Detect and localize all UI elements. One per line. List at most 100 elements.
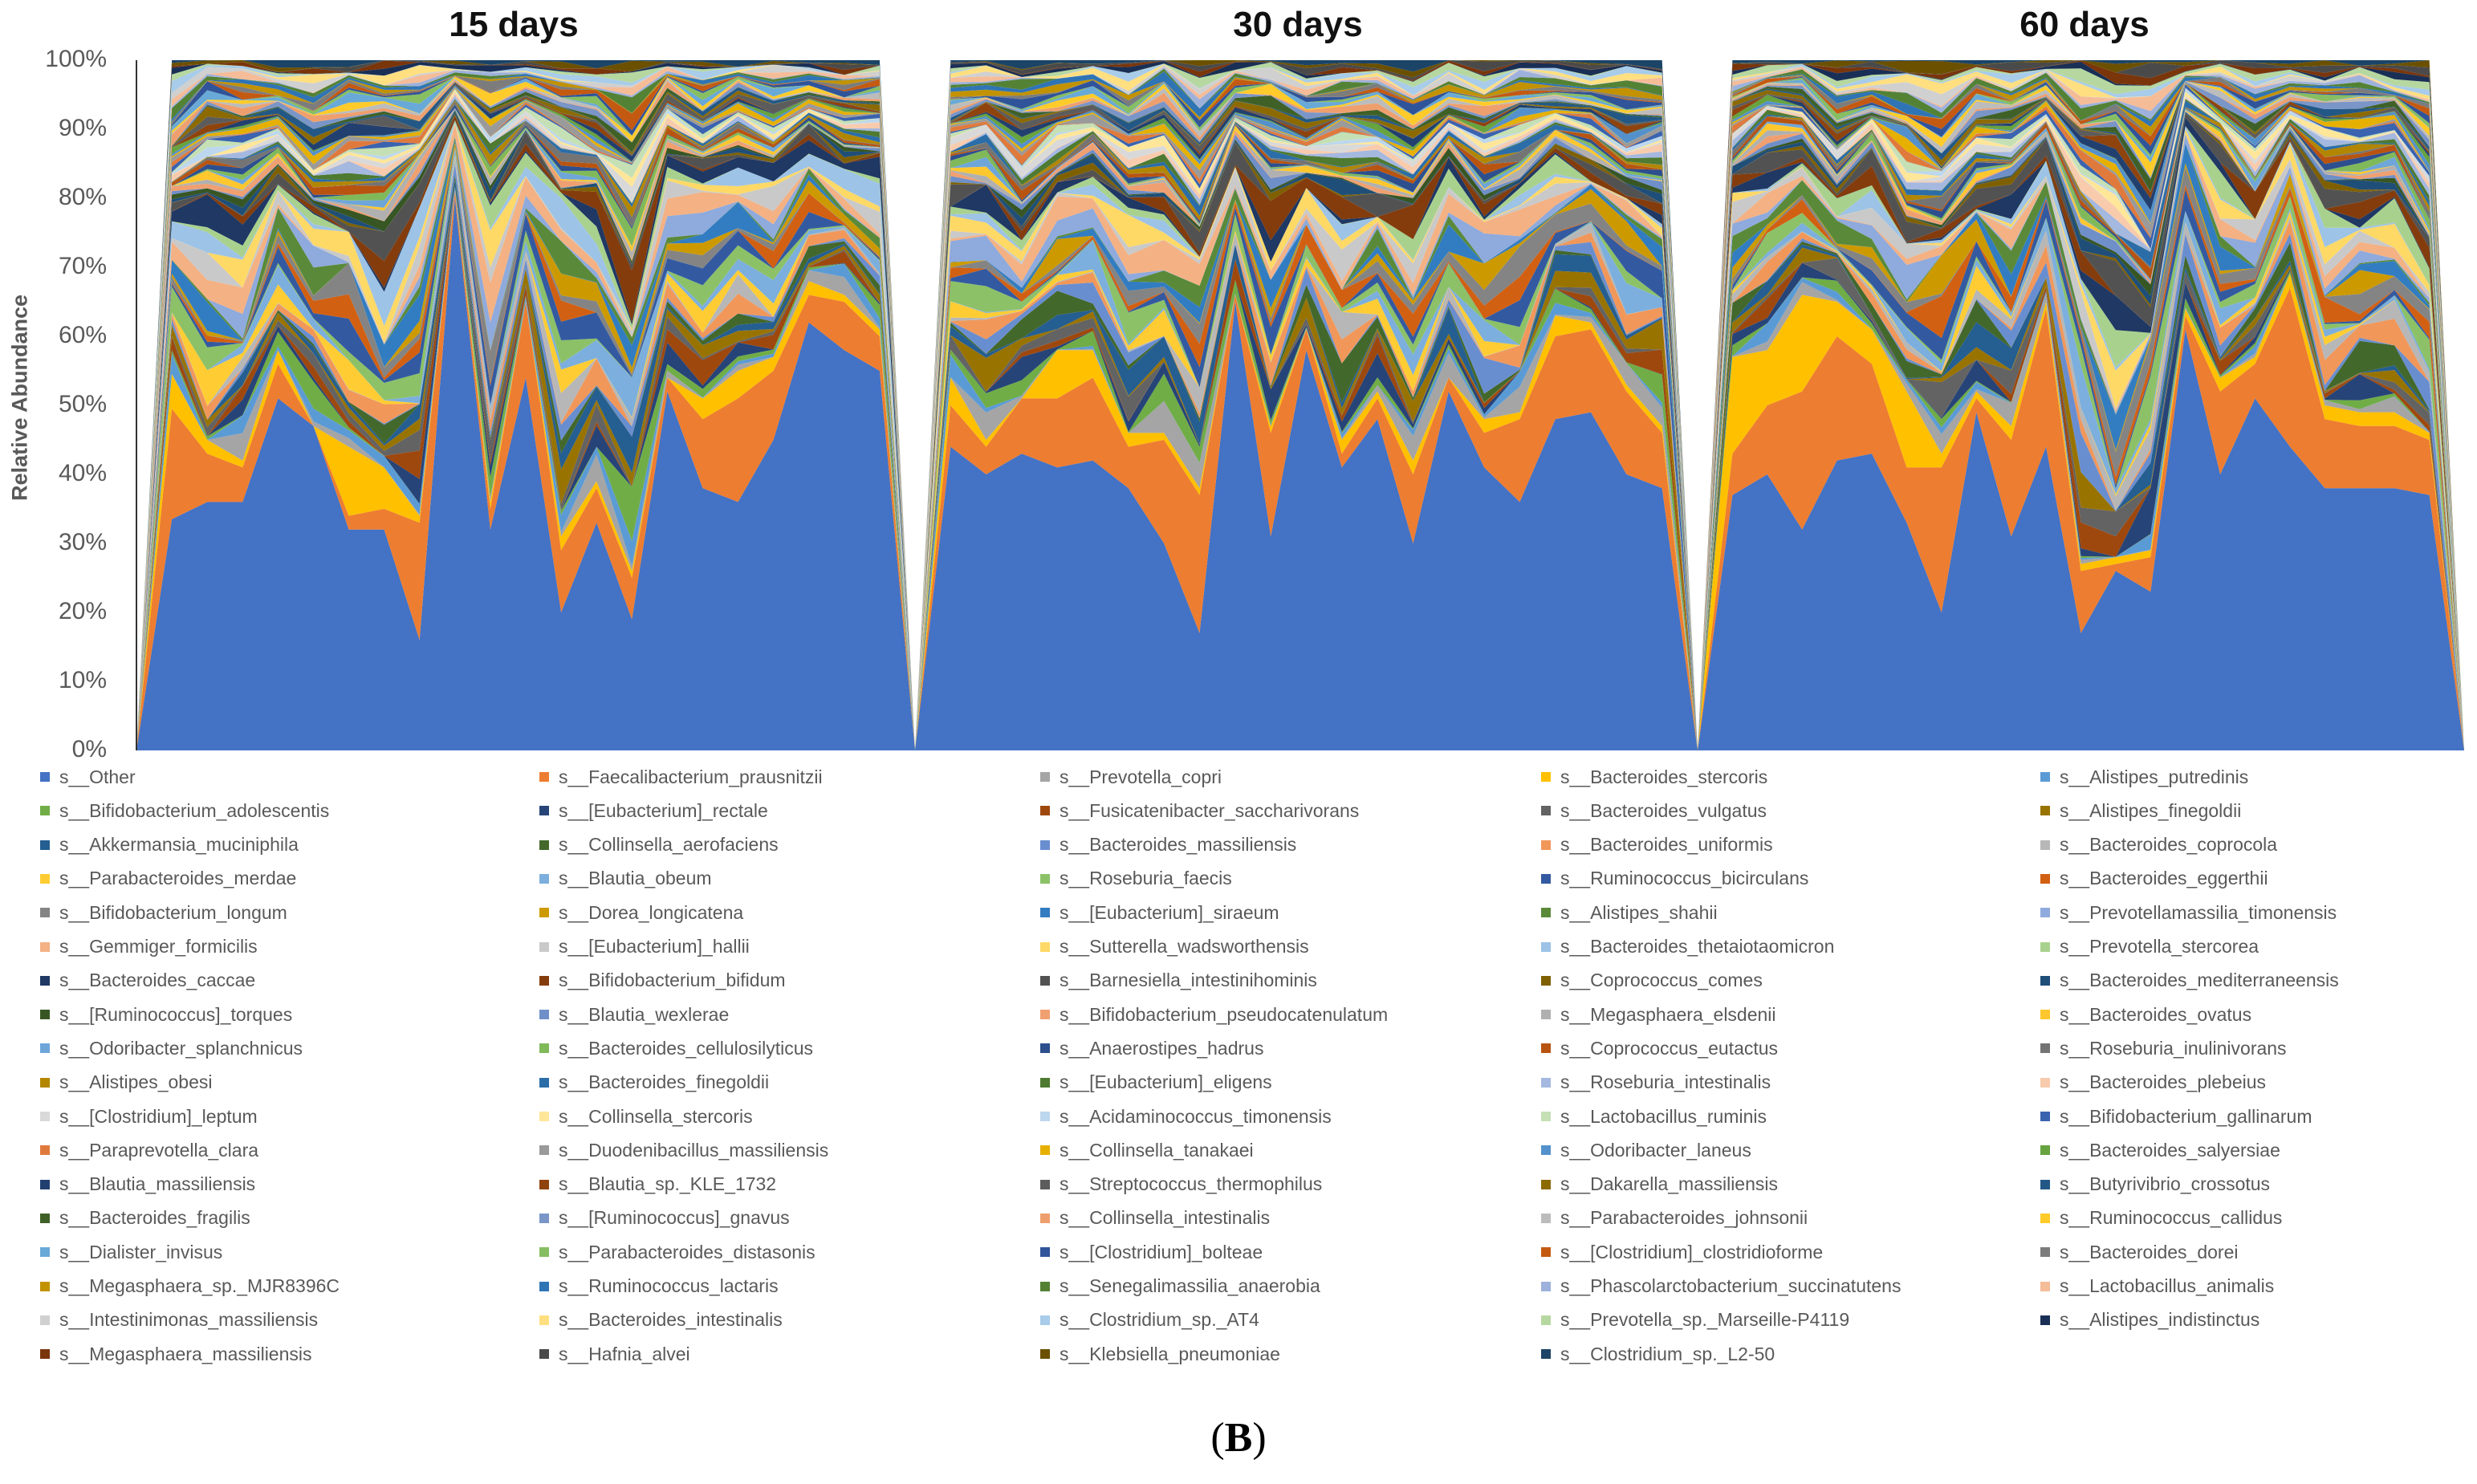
area-s-anaerostipes-hadrus-15-days [136,104,915,750]
legend-item: s__Fusicatenibacter_saccharivorans [1040,795,1359,827]
legend-item: s__Collinsella_stercoris [539,1100,753,1132]
panel-title-60-days: 60 days [2019,5,2150,44]
legend-label: s__Odoribacter_laneus [1560,1139,1751,1161]
legend-label: s__Prevotellamassilia_timonensis [2060,901,2337,923]
legend-swatch [539,772,549,782]
legend-swatch [1541,840,1551,850]
legend-swatch [2040,1112,2050,1121]
legend-item: s__Bacteroides_mediterraneensis [2040,965,2339,997]
legend-swatch [1541,1349,1551,1360]
legend-swatch [2040,908,2050,918]
area-s-bifidobacterium-longum-15-days [136,146,915,750]
legend-item: s__Bacteroides_uniformis [1541,829,1773,861]
y-tick-label: 10% [58,667,107,693]
legend-label: s__Alistipes_finegoldii [2060,799,2242,821]
legend-label: s__Duodenibacillus_massiliensis [559,1139,829,1161]
legend-item: s__[Clostridium]_leptum [40,1100,258,1132]
legend-label: s__Collinsella_intestinalis [1060,1207,1271,1229]
legend-swatch [539,1077,549,1088]
legend-item: s__Roseburia_faecis [1040,863,1232,895]
legend-item: s__Bacteroides_finegoldii [539,1067,769,1099]
legend-label: s__Alistipes_indistinctus [2060,1309,2260,1331]
legend-swatch [1541,873,1551,884]
legend-item: s__[Clostridium]_clostridioforme [1541,1236,1823,1268]
y-tick-label: 0% [71,736,107,762]
legend-item: s__Parabacteroides_merdae [40,863,296,895]
legend-label: s__Fusicatenibacter_saccharivorans [1060,799,1360,821]
legend-item: s__[Eubacterium]_rectale [539,795,768,827]
legend-label: s__Coprococcus_eutactus [1560,1037,1779,1059]
legend-item: s__Bacteroides_cellulosilyticus [539,1032,813,1064]
legend-label: s__Bifidobacterium_pseudocatenulatum [1060,1003,1389,1025]
area-s-faecalibacterium-prausnitzii-60-days [1698,287,2464,750]
legend-swatch [1040,975,1050,986]
legend-label: s__Other [59,766,136,787]
legend-label: s__Intestinimonas_massiliensis [59,1309,319,1331]
legend-swatch [1040,772,1050,782]
legend-item: s__Clostridium_sp._L2-50 [1541,1338,1775,1370]
area-s-sutterella-wadsworthensis-15-days [136,123,915,750]
legend-swatch [40,1349,50,1360]
legend-swatch [1040,1213,1050,1223]
legend-label: s__Senegalimassilia_anaerobia [1060,1275,1320,1296]
legend-label: s__[Ruminococcus]_gnavus [559,1207,790,1229]
legend-item: s__Bacteroides_plebeius [2040,1067,2266,1099]
legend-swatch [1541,1010,1551,1020]
legend-label: s__Butyrivibrio_crossotus [2060,1173,2271,1195]
legend-item: s__Blautia_wexlerae [539,998,729,1031]
legend-swatch [1040,1043,1050,1054]
legend-item: s__Bacteroides_caccae [40,965,255,997]
legend-swatch [1040,1315,1050,1325]
legend-item: s__Paraprevotella_clara [40,1134,258,1166]
legend-label: s__Bacteroides_salyersiae [2060,1139,2280,1161]
legend-item: s__Bacteroides_dorei [2040,1236,2238,1268]
legend-swatch [2040,975,2050,986]
legend-item: s__Anaerostipes_hadrus [1040,1032,1263,1064]
legend-swatch [1040,1179,1050,1189]
legend-swatch [539,1315,549,1325]
legend-label: s__Alistipes_shahii [1560,901,1718,923]
legend-item: s__Barnesiella_intestinihominis [1040,965,1317,997]
legend-label: s__Blautia_sp._KLE_1732 [559,1173,777,1195]
legend-swatch [40,975,50,986]
legend-item: s__Prevotellamassilia_timonensis [2040,896,2337,929]
legend-swatch [1040,806,1050,816]
legend-swatch [539,1349,549,1360]
legend-swatch [1040,1247,1050,1258]
legend-label: s__Ruminococcus_callidus [2060,1207,2283,1229]
legend-swatch [1040,1077,1050,1088]
legend-label: s__[Eubacterium]_siraeum [1060,901,1279,923]
legend-item: s__Parabacteroides_johnsonii [1541,1202,1808,1234]
legend-swatch [2040,840,2050,850]
area-s-odoribacter-splanchnicus-15-days [136,108,915,750]
legend-swatch [539,1281,549,1291]
area-s-blautia-obeum-30-days [915,222,1698,751]
area-s-bacteroides-massiliensis-30-days [915,242,1698,750]
legend-swatch [1040,1010,1050,1020]
legend-swatch [40,772,50,782]
legend-swatch [1541,1145,1551,1156]
legend-item: s__Odoribacter_splanchnicus [40,1032,303,1064]
legend-label: s__Megasphaera_sp._MJR8396C [59,1275,340,1296]
legend-label: s__[Clostridium]_bolteae [1060,1241,1263,1262]
legend-swatch [2040,1077,2050,1088]
legend-item: s__Bifidobacterium_longum [40,896,287,929]
legend-label: s__Bacteroides_coprocola [2060,834,2278,856]
legend-item: s__[Clostridium]_bolteae [1040,1236,1263,1268]
legend-swatch [2040,1315,2050,1325]
legend-label: s__[Clostridium]_clostridioforme [1560,1241,1824,1262]
legend-item: s__Dialister_invisus [40,1236,222,1268]
legend-item: s__Prevotella_copri [1040,761,1222,793]
legend-swatch [1541,975,1551,986]
legend-item: s__Faecalibacterium_prausnitzii [539,761,823,793]
area-s-eubacterium-rectale-60-days [1698,262,2464,750]
legend-label: s__Blautia_wexlerae [559,1003,730,1025]
y-tick-label: 60% [58,322,107,348]
legend-item: s__Ruminococcus_callidus [2040,1202,2282,1234]
y-tick-label: 40% [58,460,107,486]
legend-swatch [2040,1179,2050,1189]
legend-label: s__Megasphaera_elsdenii [1560,1003,1776,1025]
legend-label: s__Blautia_massiliensis [59,1173,256,1195]
legend-item: s__Coprococcus_eutactus [1541,1032,1778,1064]
legend-swatch [2040,1145,2050,1156]
